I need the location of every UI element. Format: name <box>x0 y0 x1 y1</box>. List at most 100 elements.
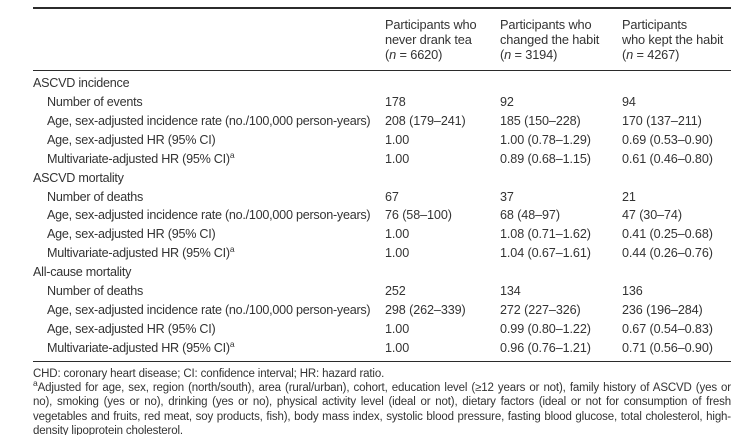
cell-never-drank: 1.00 <box>385 132 410 147</box>
outcomes-table: Participants who never drank tea (n = 66… <box>33 7 731 435</box>
header-sample-size: (n = 3194) <box>500 46 622 63</box>
cell-kept-habit: 170 (137–211) <box>622 113 702 128</box>
cell-never-drank: 1.00 <box>385 227 410 242</box>
row-label-text: Multivariate-adjusted HR (95% CI) <box>47 151 230 166</box>
n-value: = 3194) <box>511 46 558 62</box>
table-row: Multivariate-adjusted HR (95% CI)a 1.00 … <box>33 244 731 263</box>
n-symbol: n <box>504 46 512 62</box>
row-label: Age, sex-adjusted HR (95% CI) <box>47 227 216 242</box>
cell-kept-habit: 0.67 (0.54–0.83) <box>622 321 713 336</box>
header-line: never drank tea <box>385 31 472 47</box>
n-value: = 4267) <box>633 46 680 62</box>
header-line: changed the habit <box>500 31 600 47</box>
row-label: Age, sex-adjusted HR (95% CI) <box>47 321 216 336</box>
cell-changed-habit: 0.96 (0.76–1.21) <box>500 340 591 355</box>
table-row: Age, sex-adjusted HR (95% CI) 1.00 0.99 … <box>33 319 731 338</box>
n-symbol: n <box>626 46 634 62</box>
cell-changed-habit: 1.04 (0.67–1.61) <box>500 246 591 261</box>
column-header-never-drank: Participants who never drank tea (n = 66… <box>385 17 500 63</box>
header-line: Participants who <box>385 17 477 32</box>
row-label-text: Multivariate-adjusted HR (95% CI) <box>47 246 230 261</box>
cell-never-drank: 298 (262–339) <box>385 302 466 317</box>
table-header-row: Participants who never drank tea (n = 66… <box>33 9 731 71</box>
row-label: Multivariate-adjusted HR (95% CI)a <box>33 243 385 261</box>
cell-kept-habit: 0.69 (0.53–0.90) <box>622 132 713 147</box>
adjustment-note-text: Adjusted for age, sex, region (north/sou… <box>33 382 731 435</box>
cell-never-drank: 1.00 <box>385 246 410 261</box>
cell-kept-habit: 0.41 (0.25–0.68) <box>622 227 713 242</box>
footnote-marker: a <box>33 378 38 389</box>
paren: ( <box>622 46 627 62</box>
column-header-changed-habit: Participants who changed the habit (n = … <box>500 17 622 63</box>
row-label: Number of deaths <box>47 283 144 298</box>
cell-changed-habit: 1.00 (0.78–1.29) <box>500 132 591 147</box>
cell-kept-habit: 94 <box>622 95 636 110</box>
cell-changed-habit: 68 (48–97) <box>500 208 560 223</box>
cell-kept-habit: 47 (30–74) <box>622 208 682 223</box>
row-label: Number of events <box>47 95 143 110</box>
cell-kept-habit: 0.61 (0.46–0.80) <box>622 151 713 166</box>
row-label: Age, sex-adjusted incidence rate (no./10… <box>47 208 371 223</box>
cell-never-drank: 67 <box>385 189 399 204</box>
section-title: All-cause mortality <box>33 265 132 280</box>
row-label-text: Multivariate-adjusted HR (95% CI) <box>47 340 230 355</box>
cell-kept-habit: 21 <box>622 189 636 204</box>
footnote-marker: a <box>229 338 235 349</box>
table-row: Age, sex-adjusted HR (95% CI) 1.00 1.00 … <box>33 130 731 149</box>
table-row: Age, sex-adjusted HR (95% CI) 1.00 1.08 … <box>33 225 731 244</box>
n-symbol: n <box>389 46 397 62</box>
section-header-ascvd-mortality: ASCVD mortality <box>33 168 731 187</box>
header-line: Participants <box>622 17 688 32</box>
paren: ( <box>385 46 390 62</box>
table-row: Number of deaths 67 37 21 <box>33 187 731 206</box>
n-value: = 6620) <box>396 46 443 62</box>
cell-changed-habit: 1.08 (0.71–1.62) <box>500 227 591 242</box>
cell-kept-habit: 236 (196–284) <box>622 302 703 317</box>
table-row: Multivariate-adjusted HR (95% CI)a 1.00 … <box>33 338 731 357</box>
table-row: Multivariate-adjusted HR (95% CI)a 1.00 … <box>33 149 731 168</box>
cell-changed-habit: 272 (227–326) <box>500 302 581 317</box>
header-line: Participants who <box>500 17 592 32</box>
table-row: Number of deaths 252 134 136 <box>33 282 731 301</box>
adjustment-note: aAdjusted for age, sex, region (north/so… <box>33 378 731 435</box>
cell-kept-habit: 0.71 (0.56–0.90) <box>622 340 713 355</box>
section-header-all-cause-mortality: All-cause mortality <box>33 263 731 282</box>
cell-changed-habit: 0.99 (0.80–1.22) <box>500 321 591 336</box>
column-header-kept-habit: Participants who kept the habit (n = 426… <box>622 17 731 63</box>
cell-never-drank: 1.00 <box>385 151 410 166</box>
cell-never-drank: 178 <box>385 95 406 110</box>
section-title: ASCVD incidence <box>33 76 130 91</box>
cell-changed-habit: 134 <box>500 283 521 298</box>
cell-never-drank: 76 (58–100) <box>385 208 452 223</box>
cell-kept-habit: 0.44 (0.26–0.76) <box>622 246 713 261</box>
cell-changed-habit: 37 <box>500 189 514 204</box>
table-body: ASCVD incidence Number of events 178 92 … <box>33 71 731 363</box>
row-label: Age, sex-adjusted incidence rate (no./10… <box>47 302 371 317</box>
table-row: Age, sex-adjusted incidence rate (no./10… <box>33 206 731 225</box>
footnote-marker: a <box>229 243 235 254</box>
footnote-marker: a <box>229 149 235 160</box>
table-row: Number of events 178 92 94 <box>33 93 731 112</box>
cell-never-drank: 208 (179–241) <box>385 113 466 128</box>
abbreviation-note: CHD: coronary heart disease; CI: confide… <box>33 368 385 381</box>
header-sample-size: (n = 6620) <box>385 46 500 63</box>
cell-changed-habit: 0.89 (0.68–1.15) <box>500 151 591 166</box>
cell-never-drank: 1.00 <box>385 321 410 336</box>
cell-never-drank: 1.00 <box>385 340 410 355</box>
cell-kept-habit: 136 <box>622 283 643 298</box>
row-label: Number of deaths <box>47 189 144 204</box>
table-row: Age, sex-adjusted incidence rate (no./10… <box>33 112 731 131</box>
cell-changed-habit: 185 (150–228) <box>500 113 581 128</box>
table-footnotes: CHD: coronary heart disease; CI: confide… <box>33 367 731 435</box>
header-spacer <box>33 18 385 63</box>
section-title: ASCVD mortality <box>33 170 124 185</box>
header-line: who kept the habit <box>622 31 724 47</box>
row-label: Age, sex-adjusted HR (95% CI) <box>47 132 216 147</box>
row-label: Age, sex-adjusted incidence rate (no./10… <box>47 113 371 128</box>
header-sample-size: (n = 4267) <box>622 46 731 63</box>
row-label: Multivariate-adjusted HR (95% CI)a <box>33 149 385 166</box>
cell-changed-habit: 92 <box>500 95 514 110</box>
table-row: Age, sex-adjusted incidence rate (no./10… <box>33 300 731 319</box>
section-header-ascvd-incidence: ASCVD incidence <box>33 74 731 93</box>
